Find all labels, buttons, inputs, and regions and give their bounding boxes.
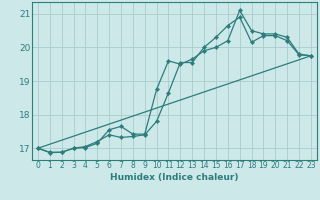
X-axis label: Humidex (Indice chaleur): Humidex (Indice chaleur) bbox=[110, 173, 239, 182]
